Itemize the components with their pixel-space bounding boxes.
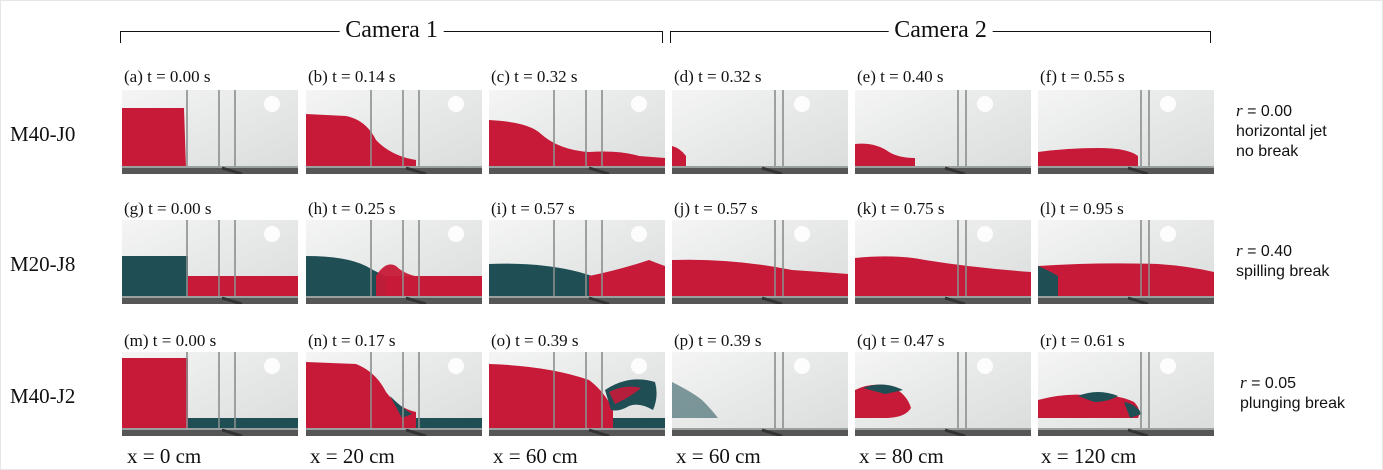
panel-caption: (r) t = 0.61 s xyxy=(1040,331,1125,351)
case-label-row-3: M40-J2 xyxy=(10,384,75,408)
regime-line: horizontal jet xyxy=(1236,122,1327,142)
camera-2-bracket: Camera 2 xyxy=(670,20,1211,42)
panel-caption: (e) t = 0.40 s xyxy=(857,67,944,87)
snapshot-image xyxy=(122,220,298,304)
snapshot-image xyxy=(1038,220,1214,304)
panel-caption: (f) t = 0.55 s xyxy=(1040,67,1125,87)
r-value-line: r = 0.05 xyxy=(1240,373,1345,394)
r-symbol: r xyxy=(1236,101,1243,120)
snapshot-image xyxy=(672,352,848,436)
x-position-5: x = 80 cm xyxy=(859,444,944,468)
bracket-tick-right xyxy=(662,31,663,43)
x-position-3: x = 60 cm xyxy=(493,444,578,468)
panel-caption: (m) t = 0.00 s xyxy=(124,331,216,351)
r-value: = 0.40 xyxy=(1247,243,1292,260)
r-value-line: r = 0.40 xyxy=(1236,241,1329,262)
bracket-tick-left xyxy=(120,31,121,43)
x-position-6: x = 120 cm xyxy=(1041,444,1136,468)
camera-1-label: Camera 1 xyxy=(339,17,444,43)
regime-line: plunging break xyxy=(1240,394,1345,414)
panel-caption: (d) t = 0.32 s xyxy=(674,67,762,87)
snapshot-image xyxy=(672,90,848,174)
x-position-2: x = 20 cm xyxy=(310,444,395,468)
x-position-1: x = 0 cm xyxy=(127,444,201,468)
snapshot-image xyxy=(855,220,1031,304)
panel-caption: (i) t = 0.57 s xyxy=(491,199,575,219)
snapshot-image xyxy=(306,220,482,304)
case-label-row-1: M40-J0 xyxy=(10,122,75,146)
panel-caption: (a) t = 0.00 s xyxy=(124,67,211,87)
snapshot-image xyxy=(489,220,665,304)
panel-caption: (h) t = 0.25 s xyxy=(308,199,396,219)
panel-caption: (c) t = 0.32 s xyxy=(491,67,578,87)
camera-1-bracket: Camera 1 xyxy=(120,20,663,42)
snapshot-image xyxy=(306,90,482,174)
camera-2-label: Camera 2 xyxy=(888,17,993,43)
r-value-line: r = 0.00 xyxy=(1236,101,1327,122)
snapshot-image xyxy=(1038,90,1214,174)
snapshot-image xyxy=(122,90,298,174)
panel-caption: (k) t = 0.75 s xyxy=(857,199,945,219)
regime-row-2: r = 0.40 spilling break xyxy=(1236,241,1329,282)
r-value: = 0.05 xyxy=(1251,375,1296,392)
r-symbol: r xyxy=(1240,373,1247,392)
snapshot-image xyxy=(672,220,848,304)
snapshot-image xyxy=(855,352,1031,436)
r-symbol: r xyxy=(1236,241,1243,260)
snapshot-image xyxy=(489,352,665,436)
panel-caption: (b) t = 0.14 s xyxy=(308,67,396,87)
bracket-tick-left xyxy=(670,31,671,43)
panel-caption: (l) t = 0.95 s xyxy=(1040,199,1124,219)
snapshot-image xyxy=(1038,352,1214,436)
snapshot-image xyxy=(122,352,298,436)
panel-caption: (n) t = 0.17 s xyxy=(308,331,396,351)
regime-line: spilling break xyxy=(1236,262,1329,282)
regime-row-1: r = 0.00 horizontal jet no break xyxy=(1236,101,1327,162)
x-position-4: x = 60 cm xyxy=(676,444,761,468)
panel-caption: (j) t = 0.57 s xyxy=(674,199,758,219)
snapshot-image xyxy=(306,352,482,436)
panel-caption: (p) t = 0.39 s xyxy=(674,331,762,351)
panel-caption: (q) t = 0.47 s xyxy=(857,331,945,351)
r-value: = 0.00 xyxy=(1247,103,1292,120)
snapshot-image xyxy=(855,90,1031,174)
snapshot-image xyxy=(489,90,665,174)
regime-row-3: r = 0.05 plunging break xyxy=(1240,373,1345,414)
regime-line: no break xyxy=(1236,142,1327,162)
bracket-tick-right xyxy=(1210,31,1211,43)
panel-caption: (g) t = 0.00 s xyxy=(124,199,212,219)
panel-caption: (o) t = 0.39 s xyxy=(491,331,579,351)
case-label-row-2: M20-J8 xyxy=(10,252,75,276)
